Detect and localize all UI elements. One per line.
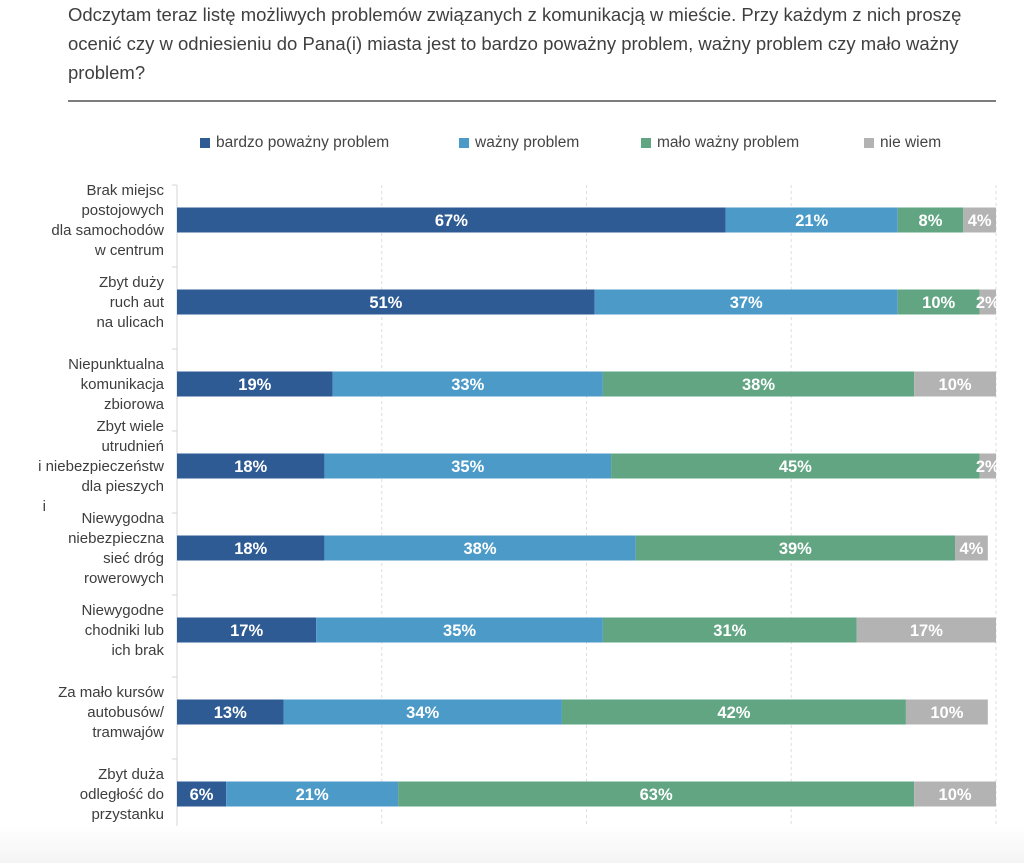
data-label: 10% (939, 786, 972, 804)
category-label: Zbyt duża odległość do przystanku (80, 766, 165, 823)
bar-segment (963, 207, 996, 233)
category-label: Niepunktualna komunikacja zbiorowa (68, 356, 165, 413)
data-label: 10% (939, 376, 972, 394)
legend-label: mało ważny problem (657, 134, 800, 151)
bar-segment (177, 535, 325, 561)
bar-segment (914, 371, 996, 397)
data-label: 39% (779, 540, 812, 558)
category-label: Zbyt duży ruch aut na ulicach (96, 274, 164, 331)
bar-segment (332, 371, 603, 397)
bar-segment (177, 207, 726, 233)
data-label: 4% (960, 540, 984, 558)
bar-segment (226, 781, 399, 807)
data-label: 31% (713, 622, 746, 640)
legend-label: ważny problem (475, 134, 580, 151)
legend-label: nie wiem (880, 134, 942, 151)
bar-segment (324, 453, 612, 479)
chart-legend: bardzo poważny problem ważny problem mał… (0, 134, 1024, 154)
bar-segment (177, 699, 284, 725)
data-label: 63% (640, 786, 673, 804)
data-label: 2% (976, 458, 1000, 476)
bar-segment (398, 781, 915, 807)
data-label: 18% (234, 458, 267, 476)
bar-segment (979, 453, 996, 479)
data-label: 21% (795, 212, 828, 230)
legend-swatch (641, 138, 651, 148)
bar-segment (283, 699, 562, 725)
data-label: 34% (406, 704, 439, 722)
bar-segment (316, 617, 603, 643)
bar-segment (635, 535, 956, 561)
data-label: 13% (214, 704, 247, 722)
legend-item-bardzo: bardzo poważny problem (200, 134, 389, 152)
bar-segment (177, 289, 595, 315)
bar-segment (905, 699, 988, 725)
bar-segment (856, 617, 996, 643)
bar-segment (725, 207, 898, 233)
bar-segment (177, 617, 317, 643)
data-label: 42% (717, 704, 750, 722)
data-label: 35% (451, 458, 484, 476)
category-label: Za mało kursów autobusów/tramwajów (58, 684, 165, 741)
data-label: 8% (919, 212, 943, 230)
data-label: 18% (234, 540, 267, 558)
data-label: 21% (296, 786, 329, 804)
legend-swatch (864, 138, 874, 148)
data-label: 4% (968, 212, 992, 230)
data-label: 17% (230, 622, 263, 640)
bar-segment (955, 535, 988, 561)
bar-segment (611, 453, 980, 479)
data-label: 45% (779, 458, 812, 476)
bar-segment (324, 535, 636, 561)
category-label: Niewygodna niebezpieczna sieć dróg rowerowy… (68, 510, 165, 587)
bar-segment (602, 371, 915, 397)
category-label: Niewygodne chodniki lub ich brak (81, 602, 164, 659)
data-label: 38% (464, 540, 497, 558)
bar-segment (897, 289, 980, 315)
bar-segment (594, 289, 898, 315)
question-text: Odczytam teraz listę możliwych problemów… (68, 4, 962, 83)
data-label: 10% (930, 704, 963, 722)
data-label: 2% (976, 294, 1000, 312)
bar-segment (979, 289, 996, 315)
divider-line (68, 100, 996, 102)
category-label: Brak miejsc postojowych dla samochodów w ce… (51, 182, 164, 259)
bar-segment (914, 781, 996, 807)
legend-item-nie-wiem: nie wiem (864, 134, 941, 152)
bar-segment (897, 207, 964, 233)
bar-segment (602, 617, 857, 643)
data-label: 67% (435, 212, 468, 230)
legend-swatch (200, 138, 210, 148)
data-label: 51% (369, 294, 402, 312)
legend-swatch (459, 138, 469, 148)
data-label: 6% (190, 786, 214, 804)
data-label: 19% (238, 376, 271, 394)
legend-label: bardzo poważny problem (216, 134, 390, 151)
data-label: 35% (443, 622, 476, 640)
bar-segment (561, 699, 906, 725)
data-label: 17% (910, 622, 943, 640)
bar-segment (177, 781, 227, 807)
bar-segment (177, 453, 325, 479)
data-label: 10% (922, 294, 955, 312)
data-label: 33% (451, 376, 484, 394)
bar-segment (177, 371, 333, 397)
data-label: 37% (730, 294, 763, 312)
legend-item-wazny: ważny problem (459, 134, 579, 152)
data-label: 38% (742, 376, 775, 394)
legend-item-malo: mało ważny problem (641, 134, 799, 152)
bottom-shade (0, 826, 1024, 863)
category-label: Zbyt wiele utrudnień i niebezpieczeństw dla… (38, 418, 164, 515)
